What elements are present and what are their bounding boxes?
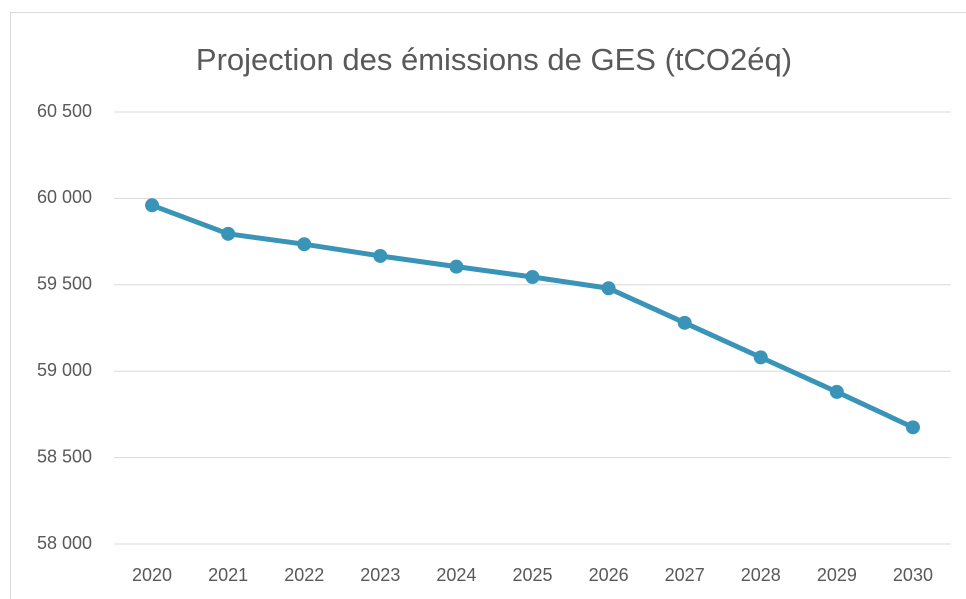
y-tick-label: 59 000	[37, 360, 92, 380]
x-tick-label: 2028	[741, 565, 781, 585]
x-tick-label: 2030	[893, 565, 933, 585]
data-point	[753, 350, 768, 365]
data-point	[297, 237, 312, 252]
data-point	[373, 248, 388, 263]
data-point	[677, 315, 692, 330]
chart-title: Projection des émissions de GES (tCO2éq)	[196, 42, 792, 77]
x-tick-label: 2023	[360, 565, 400, 585]
y-tick-label: 58 000	[37, 533, 92, 553]
data-point	[601, 281, 616, 296]
data-point	[829, 384, 844, 399]
data-point	[145, 198, 160, 213]
data-point	[449, 259, 464, 274]
data-point	[525, 270, 540, 285]
x-tick-label: 2025	[512, 565, 552, 585]
y-tick-label: 60 500	[37, 101, 92, 121]
x-tick-label: 2024	[436, 565, 476, 585]
y-tick-label: 59 500	[37, 274, 92, 294]
x-tick-label: 2026	[589, 565, 629, 585]
chart-border	[10, 12, 966, 599]
x-tick-label: 2027	[665, 565, 705, 585]
data-point	[905, 420, 920, 435]
y-tick-label: 60 000	[37, 187, 92, 207]
x-tick-label: 2020	[132, 565, 172, 585]
x-tick-label: 2022	[284, 565, 324, 585]
y-tick-label: 58 500	[37, 446, 92, 466]
x-tick-label: 2029	[817, 565, 857, 585]
x-tick-label: 2021	[208, 565, 248, 585]
data-point	[221, 226, 236, 241]
